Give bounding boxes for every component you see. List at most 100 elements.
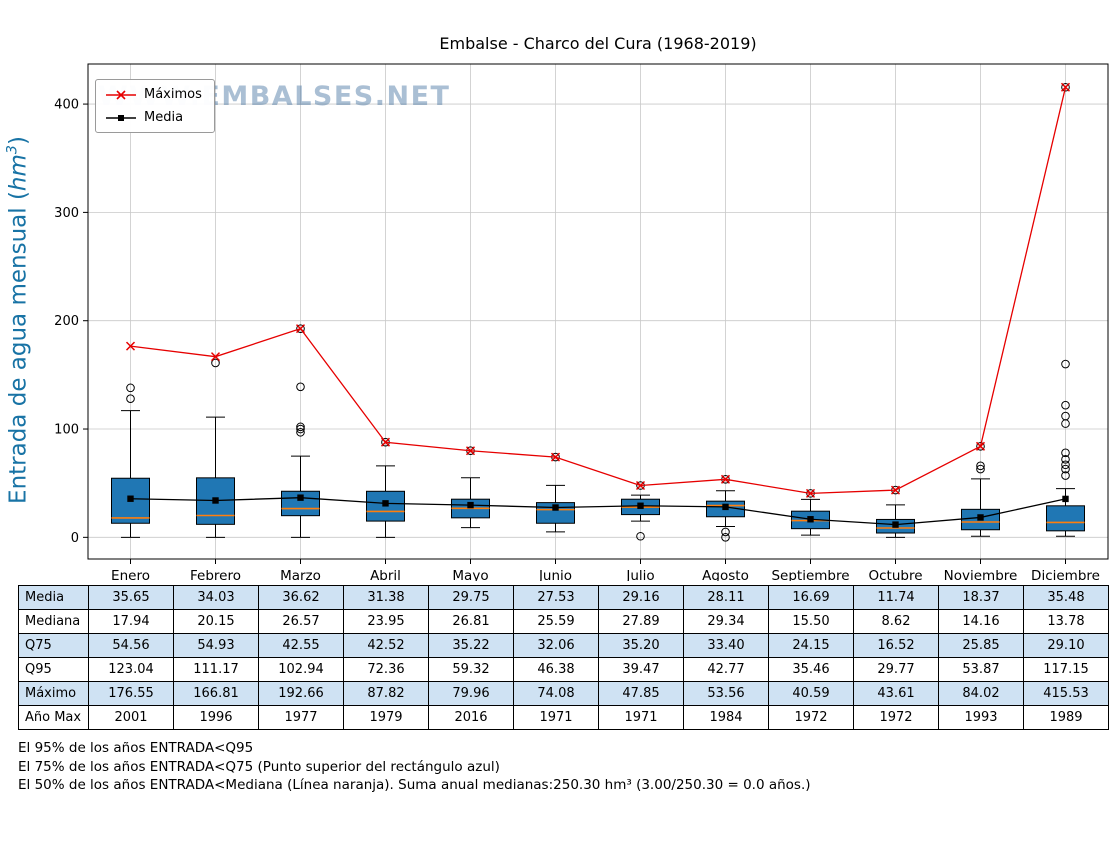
table-cell: 1972 [853, 705, 939, 730]
media-marker [212, 497, 219, 504]
chart-title: Embalse - Charco del Cura (1968-2019) [439, 34, 757, 53]
table-cell: 14.16 [938, 609, 1024, 634]
table-cell: 53.87 [938, 657, 1024, 682]
outlier-point [1061, 455, 1070, 464]
table-cell: 192.66 [258, 681, 344, 706]
x-tick-label: Agosto [702, 568, 749, 581]
maximos-marker [550, 452, 561, 462]
table-cell: 8.62 [853, 609, 939, 634]
table-cell: 32.06 [513, 633, 599, 658]
media-marker [637, 502, 644, 509]
table-cell: 35.20 [598, 633, 684, 658]
footnote-q75: El 75% de los años ENTRADA<Q75 (Punto su… [18, 758, 500, 775]
outlier-point [126, 383, 135, 393]
media-line [130, 497, 1066, 526]
table-cell: 35.65 [88, 585, 174, 610]
table-cell: 74.08 [513, 681, 599, 706]
table-cell: 1993 [938, 705, 1024, 730]
table-cell: 26.57 [258, 609, 344, 634]
table-cell: 72.36 [343, 657, 429, 682]
table-cell: 13.78 [1023, 609, 1109, 634]
table-cell: 117.15 [1023, 657, 1109, 682]
page: Embalse - Charco del Cura (1968-2019) En… [0, 34, 1120, 795]
chart-area: Entrada de agua mensual (hm3) WWW.EMBALS… [0, 59, 1120, 581]
table-cell: 29.16 [598, 585, 684, 610]
outlier-point [1061, 464, 1070, 474]
table-row-año-max: Año Max 2001 1996 1977 1979 2016 1971 1971 1984 1… [18, 705, 1109, 730]
row-header: Q75 [18, 633, 89, 658]
table-cell: 1972 [768, 705, 854, 730]
outlier-point [296, 324, 305, 333]
outlier-point [1061, 471, 1070, 480]
table-row-q95: Q95 123.04 111.17 102.94 72.36 59.32 46.38 39.4… [18, 657, 1109, 682]
legend-label-maximos: Máximos [144, 87, 202, 102]
table-cell: 46.38 [513, 657, 599, 682]
table-cell: 29.34 [683, 609, 769, 634]
table-cell: 42.52 [343, 633, 429, 658]
footnotes: El 95% de los años ENTRADA<Q95 El 75% de… [18, 739, 1120, 795]
media-marker [1062, 495, 1069, 503]
y-tick-label: 200 [54, 314, 79, 329]
media-marker [977, 514, 984, 521]
table-row-mediana: Mediana 17.94 20.15 26.57 23.95 26.81 25.59 27.… [18, 609, 1109, 634]
table-cell: 42.55 [258, 633, 344, 658]
row-header: Media [18, 585, 89, 610]
maximos-line [130, 87, 1067, 495]
table-cell: 27.89 [598, 609, 684, 634]
table-cell: 17.94 [88, 609, 174, 634]
table-cell: 2001 [88, 705, 174, 730]
y-axis-unit: hm [5, 154, 32, 192]
table-cell: 29.77 [853, 657, 939, 682]
boxplot-chart: 0 100 200 300 400 Enero Febrero Marzo Abril Mayo J… [54, 63, 1109, 581]
maximos-marker [720, 474, 731, 484]
media-marker [552, 504, 559, 511]
x-tick-label: Febrero [190, 568, 241, 581]
table-row-media: Media 35.65 34.03 36.62 31.38 29.75 27.53 29.16… [18, 585, 1109, 610]
table-cell: 47.85 [598, 681, 684, 706]
table-cell: 35.48 [1023, 585, 1109, 610]
x-tick-label: Julio [625, 568, 654, 581]
outlier-point [296, 382, 305, 392]
table-cell: 1971 [513, 705, 599, 730]
outlier-point [1061, 448, 1070, 458]
plot-border [87, 63, 1109, 560]
outlier-point [976, 461, 985, 471]
table-cell: 15.50 [768, 609, 854, 634]
table-cell: 1977 [258, 705, 344, 730]
media-marker [297, 494, 304, 501]
legend: Máximos Media [95, 79, 215, 133]
maximos-marker [125, 341, 136, 351]
table-cell: 40.59 [768, 681, 854, 706]
table-cell: 87.82 [343, 681, 429, 706]
box-diciembre [1046, 505, 1085, 532]
table-cell: 33.40 [683, 633, 769, 658]
row-header: Año Max [18, 705, 89, 730]
x-tick-label: Septiembre [771, 568, 849, 581]
outlier-point [296, 422, 305, 432]
maximos-marker [805, 488, 816, 498]
maximos-marker [890, 485, 901, 495]
maximos-marker [380, 437, 391, 447]
table-cell: 42.77 [683, 657, 769, 682]
table-cell: 34.03 [173, 585, 259, 610]
outlier-point [296, 427, 305, 437]
table-cell: 53.56 [683, 681, 769, 706]
x-tick-label: Mayo [452, 568, 488, 581]
x-tick-label: Enero [111, 568, 150, 581]
maximos-marker [210, 352, 221, 362]
outlier-point [976, 464, 985, 474]
table-cell: 16.52 [853, 633, 939, 658]
media-marker [807, 516, 814, 523]
table-cell: 11.74 [853, 585, 939, 610]
media-marker [127, 495, 134, 502]
table-cell: 23.95 [343, 609, 429, 634]
footnote-mediana: El 50% de los años ENTRADA<Mediana (Líne… [18, 777, 811, 794]
table-cell: 54.93 [173, 633, 259, 658]
y-tick-label: 0 [71, 531, 79, 546]
table-cell: 16.69 [768, 585, 854, 610]
table-cell: 1989 [1023, 705, 1109, 730]
table-cell: 59.32 [428, 657, 514, 682]
table-cell: 79.96 [428, 681, 514, 706]
table-cell: 1979 [343, 705, 429, 730]
media-marker [892, 521, 899, 528]
